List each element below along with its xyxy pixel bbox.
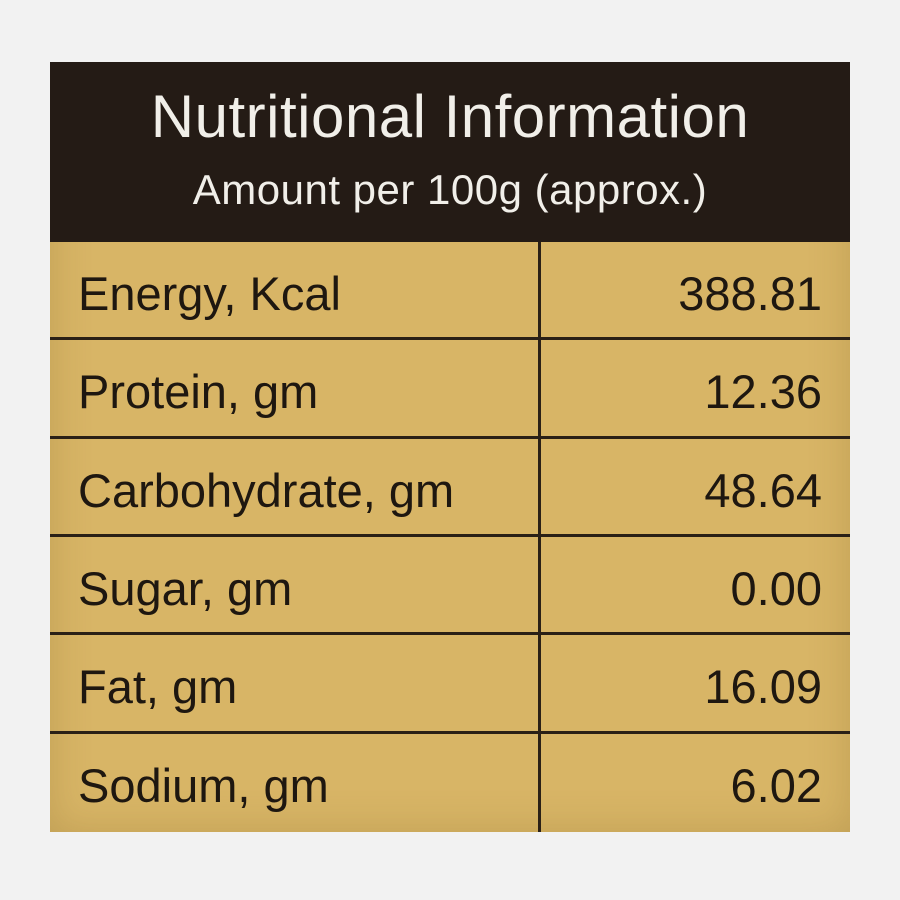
nutrient-value: 12.36	[704, 365, 822, 419]
table-row: Carbohydrate, gm 48.64	[50, 439, 850, 537]
subtitle: Amount per 100g (approx.)	[192, 166, 708, 213]
title: Nutritional Information	[150, 83, 750, 150]
nutrient-name: Carbohydrate, gm	[78, 463, 455, 517]
table-row: Protein, gm 12.36	[50, 340, 850, 439]
nutrient-name: Protein, gm	[78, 365, 319, 419]
table-row: Sugar, gm 0.00	[50, 537, 850, 636]
table-row: Sodium, gm 6.02	[50, 734, 850, 832]
nutrient-name: Energy, Kcal	[78, 267, 341, 320]
nutrient-name: Sodium, gm	[78, 758, 329, 812]
nutrient-value: 0.00	[730, 562, 822, 615]
nutrient-value: 6.02	[730, 758, 822, 812]
nutrient-value: 16.09	[704, 660, 822, 714]
table-row: Energy, Kcal 388.81	[50, 242, 850, 341]
nutrient-name: Sugar, gm	[78, 562, 293, 615]
nutrient-value: 48.64	[704, 463, 822, 517]
table-row: Fat, gm 16.09	[50, 635, 850, 734]
nutrient-value: 388.81	[678, 267, 822, 320]
column-divider	[538, 242, 541, 832]
label-header: Nutritional Information Amount per 100g …	[50, 62, 850, 242]
nutrient-name: Fat, gm	[78, 660, 238, 714]
nutrition-label: Nutritional Information Amount per 100g …	[50, 62, 850, 832]
